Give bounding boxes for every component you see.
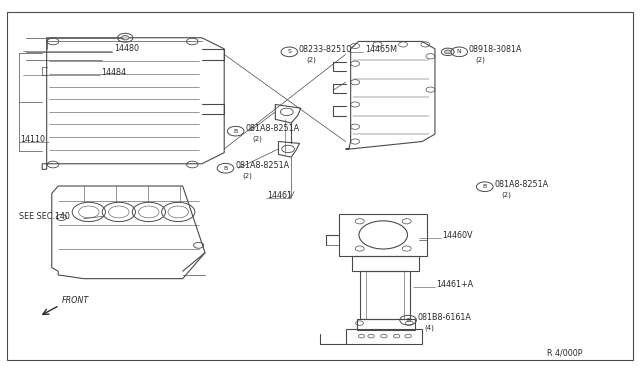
Text: (4): (4) <box>425 325 435 331</box>
Text: FRONT: FRONT <box>62 296 89 305</box>
Text: 14480: 14480 <box>115 44 140 52</box>
Bar <box>357 320 415 330</box>
Text: 08918-3081A: 08918-3081A <box>468 45 522 54</box>
Text: (2): (2) <box>306 57 316 63</box>
Text: 14110: 14110 <box>20 135 45 144</box>
Text: SEE SEC.140: SEE SEC.140 <box>19 212 70 221</box>
Text: (2): (2) <box>501 191 511 198</box>
Text: (2): (2) <box>252 136 262 142</box>
Text: 08233-82510: 08233-82510 <box>299 45 352 54</box>
Bar <box>352 256 419 271</box>
Text: 081B8-6161A: 081B8-6161A <box>418 313 472 323</box>
Text: 14484: 14484 <box>102 68 127 77</box>
Text: N: N <box>457 49 461 54</box>
Circle shape <box>122 36 129 40</box>
Text: B: B <box>234 129 238 134</box>
Text: B: B <box>223 166 228 171</box>
Text: R 4/000P: R 4/000P <box>547 348 582 357</box>
Text: 14461+A: 14461+A <box>436 280 474 289</box>
Text: (2): (2) <box>242 173 252 179</box>
Circle shape <box>445 50 451 54</box>
Text: B: B <box>406 318 410 323</box>
Text: (2): (2) <box>476 57 486 63</box>
Text: 14465M: 14465M <box>365 45 397 54</box>
Bar <box>346 329 422 343</box>
Text: 081A8-8251A: 081A8-8251A <box>245 124 300 134</box>
Bar <box>360 271 410 320</box>
Text: 081A8-8251A: 081A8-8251A <box>235 161 289 170</box>
Text: 14460V: 14460V <box>443 231 473 240</box>
Text: 14461: 14461 <box>268 191 292 200</box>
Text: 081A8-8251A: 081A8-8251A <box>494 180 548 189</box>
Bar <box>339 214 428 256</box>
Text: S: S <box>287 49 291 54</box>
Text: B: B <box>483 184 487 189</box>
